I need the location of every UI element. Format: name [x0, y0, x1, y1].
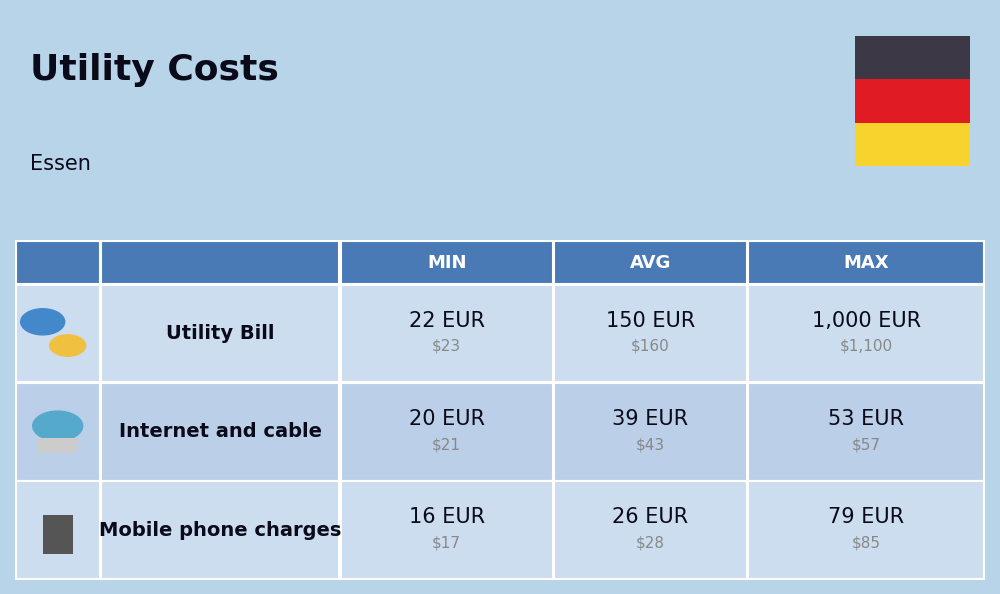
- Text: 53 EUR: 53 EUR: [828, 409, 904, 429]
- Bar: [16, 285, 100, 383]
- Bar: [16, 241, 100, 284]
- Bar: [16, 481, 100, 579]
- Text: MAX: MAX: [843, 254, 889, 271]
- Bar: [341, 285, 553, 383]
- Text: $1,100: $1,100: [840, 339, 893, 354]
- Circle shape: [50, 335, 86, 356]
- Bar: [101, 285, 339, 383]
- Bar: [101, 383, 339, 481]
- Bar: [554, 241, 747, 284]
- Bar: [341, 383, 553, 481]
- Text: 20 EUR: 20 EUR: [409, 409, 485, 429]
- Text: $85: $85: [852, 535, 881, 550]
- Text: 22 EUR: 22 EUR: [409, 311, 485, 331]
- Bar: [101, 481, 339, 579]
- Text: 16 EUR: 16 EUR: [409, 507, 485, 527]
- Bar: [341, 241, 553, 284]
- Text: 39 EUR: 39 EUR: [612, 409, 688, 429]
- Text: $17: $17: [432, 535, 461, 550]
- Circle shape: [33, 411, 83, 441]
- Bar: [855, 79, 970, 123]
- Text: $43: $43: [636, 437, 665, 452]
- Text: $28: $28: [636, 535, 665, 550]
- Bar: [341, 481, 553, 579]
- Bar: [748, 481, 984, 579]
- Bar: [554, 481, 747, 579]
- Text: Essen: Essen: [30, 154, 91, 175]
- Bar: [748, 383, 984, 481]
- Text: Utility Bill: Utility Bill: [166, 324, 274, 343]
- Text: AVG: AVG: [630, 254, 671, 271]
- Text: $160: $160: [631, 339, 670, 354]
- Bar: [28, 501, 88, 560]
- Text: 26 EUR: 26 EUR: [612, 507, 688, 527]
- Bar: [43, 515, 73, 554]
- Bar: [28, 304, 88, 363]
- Bar: [101, 241, 339, 284]
- Text: 1,000 EUR: 1,000 EUR: [812, 311, 921, 331]
- Bar: [16, 383, 100, 481]
- Bar: [748, 241, 984, 284]
- Bar: [855, 123, 970, 166]
- Text: 150 EUR: 150 EUR: [606, 311, 695, 331]
- Text: 79 EUR: 79 EUR: [828, 507, 904, 527]
- Bar: [855, 36, 970, 79]
- Text: $21: $21: [432, 437, 461, 452]
- Bar: [38, 438, 78, 453]
- Text: Utility Costs: Utility Costs: [30, 53, 279, 87]
- Text: $57: $57: [852, 437, 881, 452]
- Text: $23: $23: [432, 339, 461, 354]
- Bar: [28, 402, 88, 462]
- Circle shape: [21, 309, 65, 335]
- Bar: [554, 285, 747, 383]
- Bar: [748, 285, 984, 383]
- Bar: [554, 383, 747, 481]
- Text: MIN: MIN: [427, 254, 466, 271]
- Text: Internet and cable: Internet and cable: [119, 422, 322, 441]
- Text: Mobile phone charges: Mobile phone charges: [99, 520, 341, 539]
